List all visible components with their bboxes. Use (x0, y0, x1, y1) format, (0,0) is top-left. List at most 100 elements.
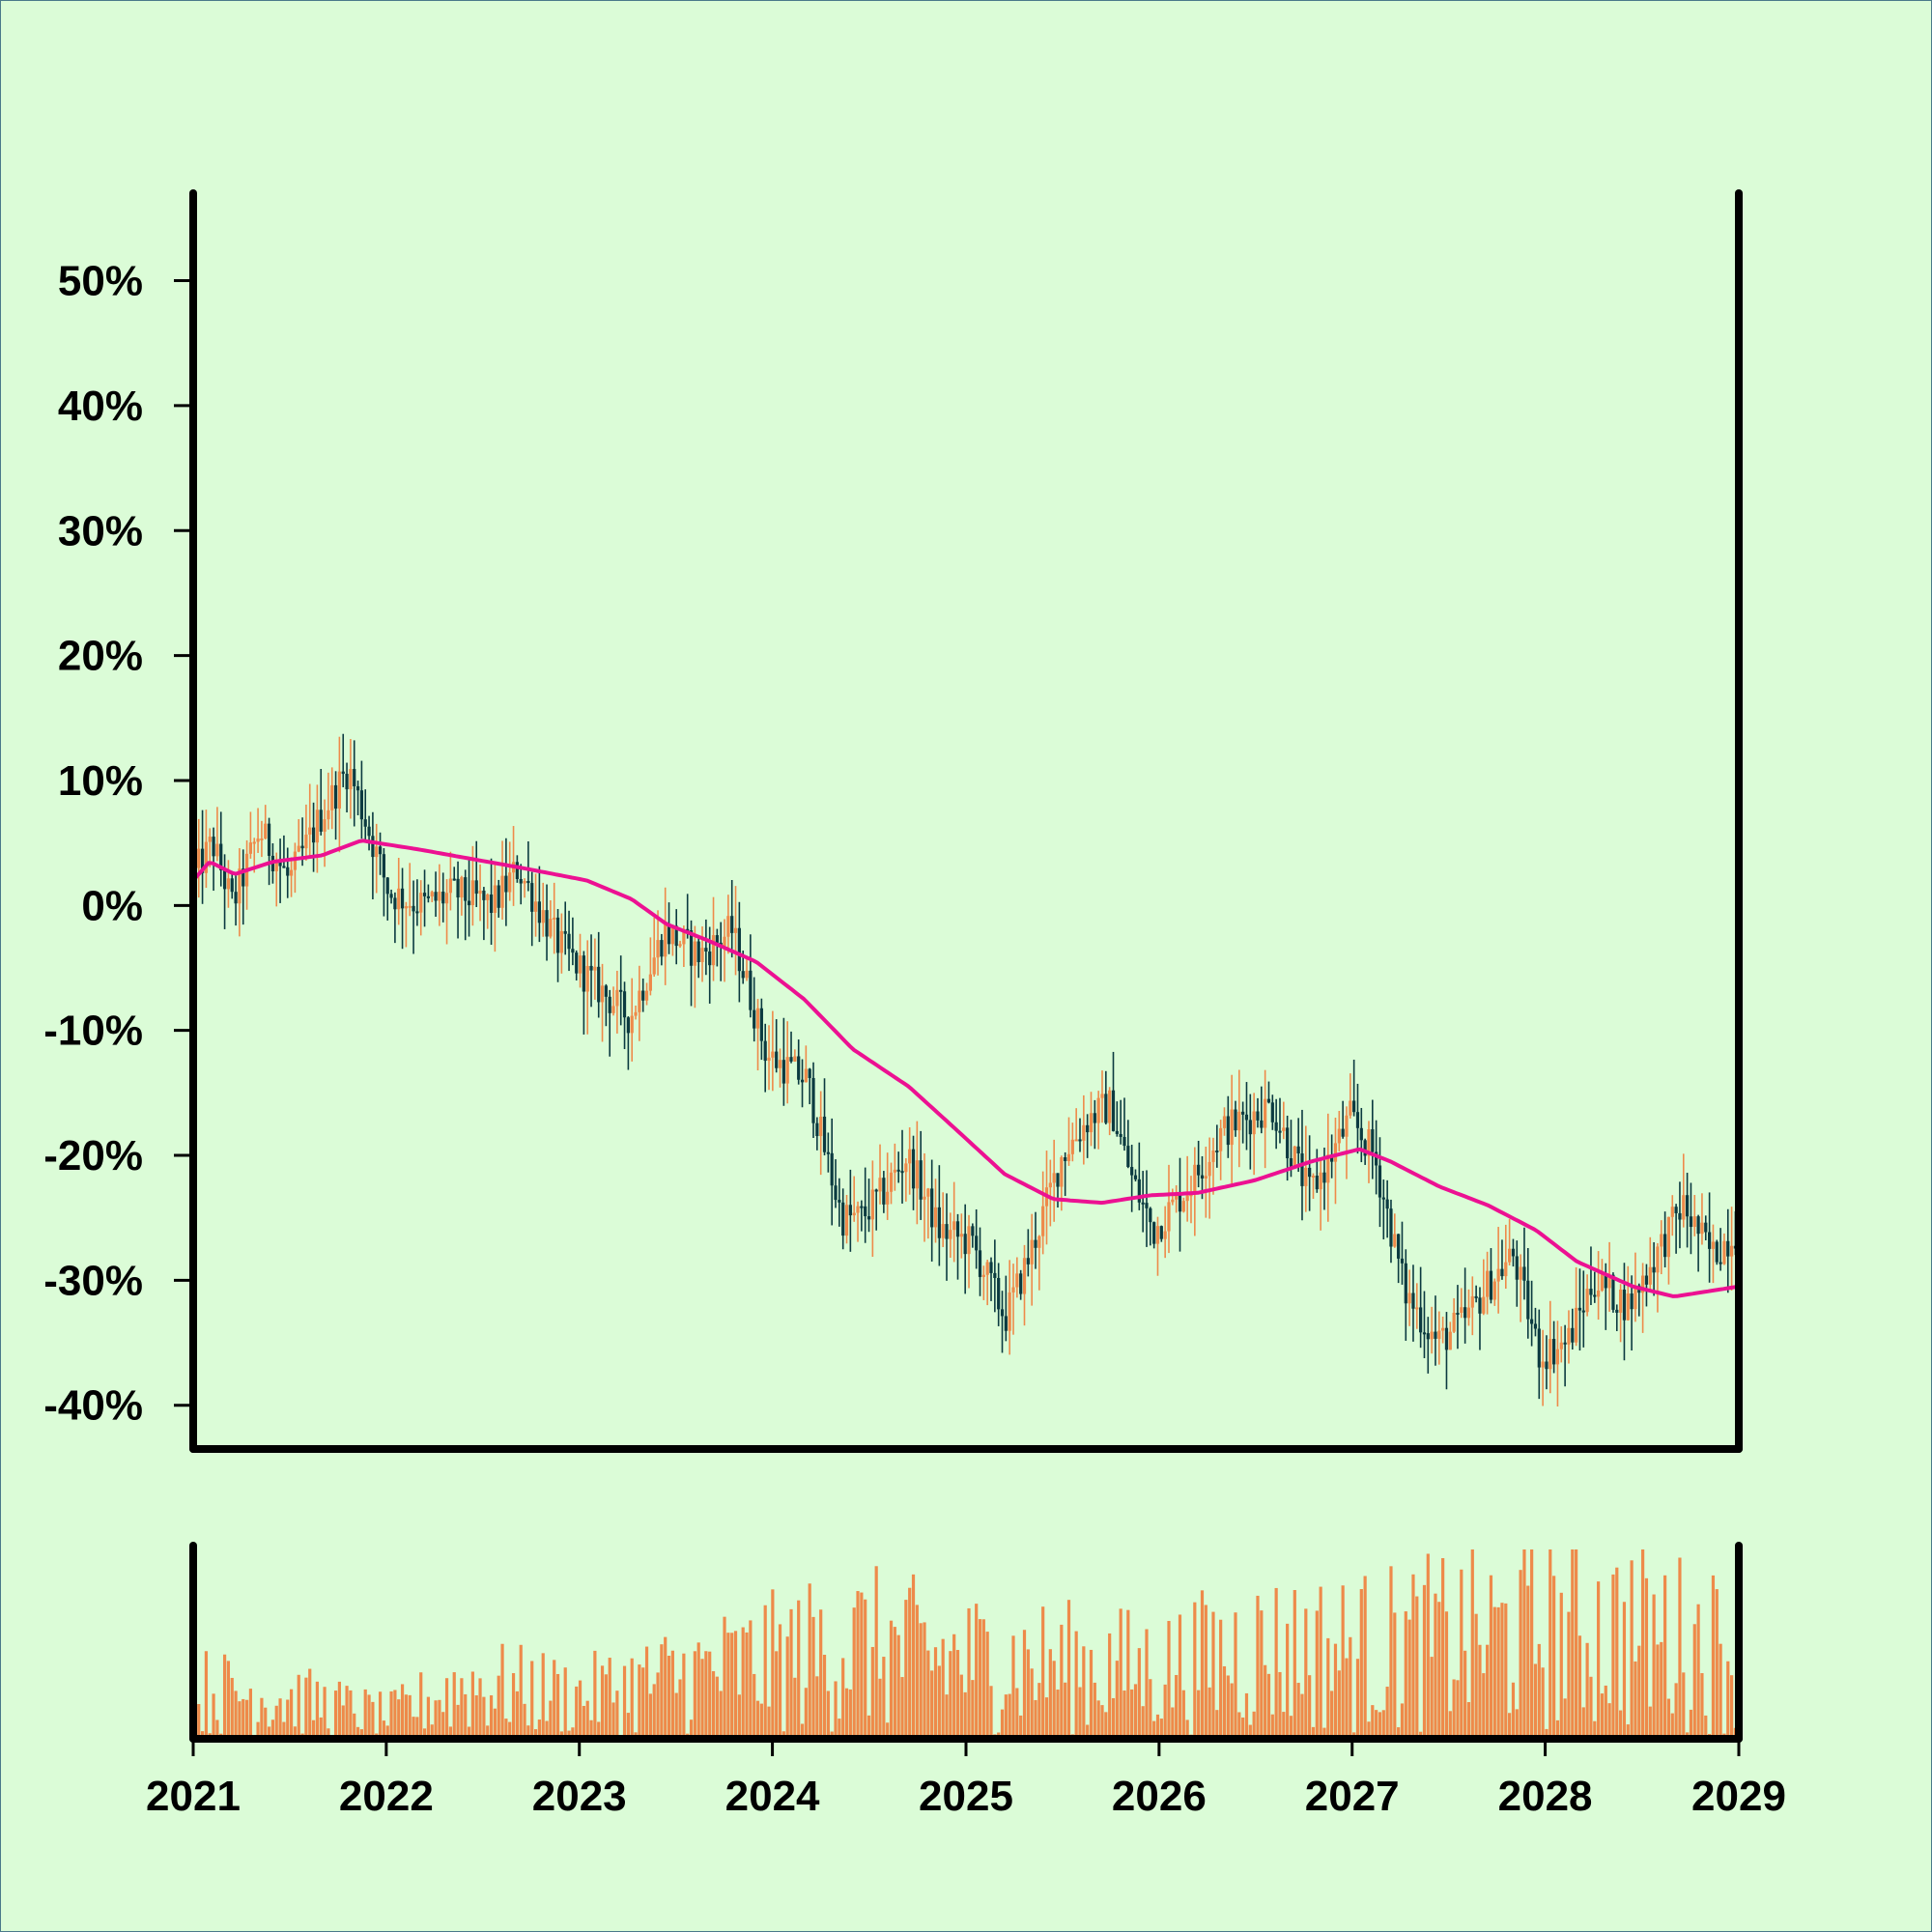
candle-body (1015, 1273, 1019, 1288)
candle-body (733, 927, 738, 933)
volume-bar (1478, 1644, 1482, 1739)
volume-bar (719, 1690, 723, 1739)
candle-body (1319, 1172, 1322, 1190)
candle-body (1230, 1109, 1234, 1146)
candle-body (1264, 1098, 1267, 1128)
candle-body (664, 923, 668, 957)
candle-body (1181, 1201, 1185, 1212)
volume-bar (1115, 1661, 1119, 1739)
volume-bar (204, 1651, 209, 1739)
volume-bar (197, 1704, 201, 1739)
candle-body (860, 1206, 864, 1208)
candle-body (648, 974, 652, 991)
volume-bar (1178, 1614, 1182, 1739)
candle-body (1260, 1120, 1264, 1128)
volume-bar (937, 1665, 941, 1739)
candle-body (1541, 1361, 1545, 1368)
volume-bar (1048, 1649, 1052, 1739)
volume-bar (1630, 1560, 1634, 1739)
volume-bar (933, 1647, 938, 1739)
volume-bar (1563, 1698, 1567, 1739)
volume-bar (1278, 1671, 1282, 1739)
volume-bar (293, 1726, 298, 1739)
candle-body (297, 845, 300, 852)
volume-bar (674, 1692, 678, 1739)
candle-body (715, 935, 719, 943)
candle-body (400, 888, 405, 909)
candle-body (949, 1230, 952, 1239)
volume-bar (1308, 1675, 1312, 1739)
candle-body (482, 890, 486, 900)
volume-bar (470, 1671, 474, 1739)
volume-bar (1159, 1719, 1163, 1739)
candle-body (585, 965, 589, 992)
candle-body (1200, 1175, 1205, 1179)
candle-body (1041, 1206, 1045, 1236)
candle-body (393, 897, 397, 910)
candle-body (426, 895, 430, 898)
candle-body (215, 843, 219, 857)
candle-body (1119, 1133, 1122, 1137)
candle-body (1545, 1361, 1548, 1370)
volume-bar (878, 1678, 882, 1739)
volume-bar (723, 1616, 726, 1739)
volume-bar (248, 1689, 253, 1739)
volume-bar (1411, 1574, 1415, 1739)
candle-body (333, 784, 338, 810)
volume-bar (1000, 1709, 1005, 1739)
candle-body (1215, 1150, 1219, 1152)
candle-body (1393, 1234, 1397, 1247)
candle-body (371, 836, 375, 858)
candle-body (822, 1116, 827, 1152)
volume-bar (930, 1670, 934, 1739)
candle-body (355, 785, 360, 791)
candle-body (1237, 1111, 1241, 1131)
volume-bar (1256, 1595, 1260, 1739)
candle-body (559, 930, 563, 953)
volume-bar (274, 1705, 278, 1739)
candle-body (300, 845, 304, 849)
volume-bar (1141, 1706, 1145, 1739)
volume-bar (1004, 1694, 1008, 1739)
volume-bar (1422, 1584, 1427, 1739)
candle-body (1048, 1182, 1052, 1188)
volume-bar (1086, 1724, 1090, 1739)
volume-bar (311, 1719, 316, 1739)
candle-body (641, 990, 645, 1001)
volume-bar (422, 1728, 427, 1739)
volume-bar (660, 1644, 664, 1739)
candle-body (878, 1178, 882, 1192)
volume-bar (1241, 1717, 1245, 1739)
volume-bar (1375, 1710, 1378, 1739)
volume-bar (745, 1632, 749, 1739)
volume-bar (1682, 1672, 1686, 1739)
volume-bar (1311, 1726, 1316, 1739)
y-tick-label: 30% (58, 507, 143, 554)
candle-body (1197, 1164, 1201, 1176)
candle-body (886, 1191, 890, 1205)
volume-bar (1371, 1705, 1375, 1739)
volume-bar (900, 1677, 904, 1739)
volume-bar (767, 1706, 771, 1739)
candle-body (1133, 1175, 1138, 1179)
volume-bar (626, 1713, 630, 1739)
candle-body (1352, 1100, 1356, 1113)
volume-bar (1082, 1646, 1086, 1739)
candle-body (874, 1189, 878, 1192)
volume-bar (1034, 1699, 1037, 1739)
candle-body (1152, 1222, 1156, 1244)
volume-bar (397, 1699, 401, 1739)
volume-bar (834, 1681, 838, 1739)
volume-bar (508, 1721, 512, 1739)
candle-body (1548, 1339, 1552, 1370)
candle-body (1241, 1111, 1245, 1115)
candle-body (1175, 1192, 1179, 1200)
candle-body (1622, 1289, 1627, 1321)
candle-body (1689, 1216, 1693, 1228)
volume-bar (1575, 1549, 1578, 1739)
candle-body (1641, 1275, 1645, 1293)
volume-bar (759, 1703, 763, 1739)
volume-bar (1108, 1633, 1112, 1739)
volume-bar (404, 1694, 408, 1739)
candle-body (200, 848, 205, 873)
